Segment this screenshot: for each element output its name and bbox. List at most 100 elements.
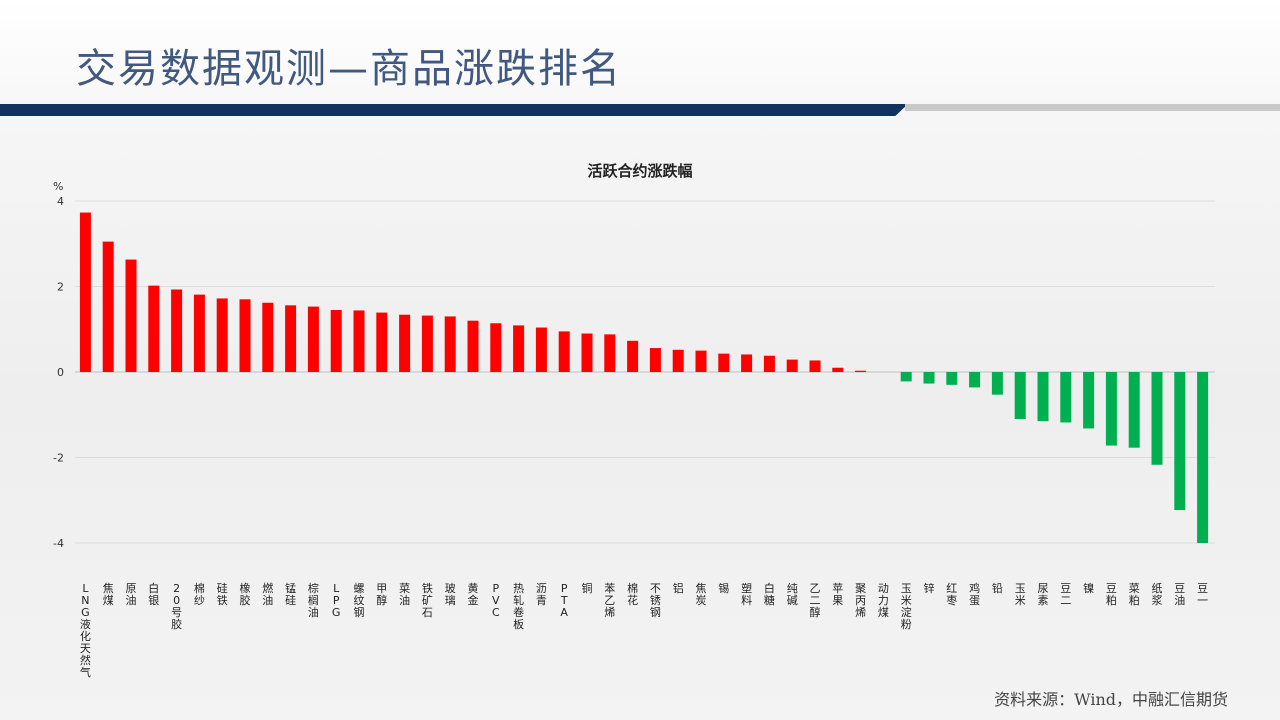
- bar: [102, 241, 114, 372]
- x-tick-label: 锰硅: [285, 581, 296, 607]
- x-tick-label: L N G 液化天然气: [80, 582, 91, 679]
- bar: [695, 350, 707, 372]
- bar: [1174, 372, 1186, 511]
- title-underline-stripe: [0, 104, 908, 116]
- y-axis-unit: %: [53, 180, 64, 193]
- x-tick-label: 热轧卷板: [513, 582, 524, 631]
- bar: [558, 331, 570, 372]
- bar: [809, 360, 821, 372]
- y-tick-label: -2: [53, 452, 64, 465]
- bar: [307, 306, 319, 372]
- bar: [718, 353, 730, 372]
- x-tick-label: 尿素: [1038, 582, 1049, 607]
- bar: [672, 349, 684, 372]
- bar: [444, 316, 456, 372]
- bar: [832, 367, 844, 372]
- x-tick-label: 豆一: [1197, 582, 1208, 607]
- x-tick-label: 玉米: [1015, 582, 1026, 607]
- bar: [900, 372, 912, 382]
- bar: [649, 348, 661, 372]
- bar: [1037, 372, 1049, 422]
- bar: [946, 372, 958, 385]
- bar: [171, 289, 183, 372]
- bar: [763, 355, 775, 372]
- x-tick-label: 棕榈油: [308, 581, 319, 619]
- bar: [1128, 372, 1140, 448]
- bar: [627, 340, 639, 372]
- bar: [1060, 372, 1072, 423]
- x-tick-label: 纸浆: [1152, 582, 1163, 607]
- x-tick-label: 白糖: [764, 581, 775, 607]
- bar: [1083, 372, 1095, 429]
- x-tick-label: 鸡蛋: [969, 581, 980, 607]
- bar: [535, 327, 547, 372]
- title-bar: [0, 0, 1280, 118]
- bar: [969, 372, 981, 388]
- y-tick-label: -4: [53, 537, 64, 550]
- x-tick-label: 硅铁: [217, 582, 228, 607]
- bar: [193, 294, 205, 372]
- x-tick-label: 菜油: [399, 582, 410, 607]
- x-tick-label: 豆二: [1060, 582, 1071, 607]
- bar: [581, 333, 593, 372]
- x-tick-label: 棉花: [627, 581, 638, 607]
- y-tick-label: 4: [57, 195, 64, 208]
- x-tick-label: 铝: [673, 581, 684, 595]
- x-tick-label: 甲醇: [376, 582, 387, 607]
- y-tick-label: 2: [57, 281, 64, 294]
- x-tick-label: 原油: [126, 582, 137, 607]
- x-tick-label: 红枣: [946, 582, 957, 607]
- x-tick-label: 2 0 号胶: [171, 582, 182, 631]
- x-tick-label: 玉米淀粉: [901, 582, 912, 631]
- title-gray-stripe: [905, 104, 1280, 111]
- source-note: 资料来源：Wind，中融汇信期货: [994, 690, 1228, 709]
- x-tick-label: 螺纹钢: [354, 582, 365, 619]
- bar: [1151, 372, 1163, 465]
- bar: [376, 312, 388, 372]
- bar: [991, 372, 1003, 395]
- x-tick-label: 焦煤: [103, 582, 114, 607]
- bar: [604, 334, 616, 372]
- bar: [353, 310, 365, 372]
- y-tick-label: 0: [57, 366, 64, 379]
- bar: [1105, 372, 1117, 446]
- bar: [1014, 372, 1026, 420]
- x-tick-label: 黄金: [468, 581, 479, 607]
- x-tick-label: 豆粕: [1106, 582, 1117, 607]
- x-tick-label: 乙二醇: [810, 582, 821, 619]
- bar: [490, 323, 502, 372]
- x-tick-label: 豆油: [1174, 582, 1185, 607]
- x-tick-label: 菜粕: [1129, 582, 1140, 607]
- bar: [239, 299, 251, 372]
- bar: [741, 354, 753, 372]
- bar: [285, 305, 297, 372]
- x-tick-label: 镍: [1083, 581, 1094, 595]
- x-tick-label: 塑料: [741, 581, 752, 607]
- x-tick-label: 纯碱: [787, 582, 798, 607]
- x-tick-label: 铁矿石: [422, 582, 433, 619]
- x-tick-label: 橡胶: [240, 582, 251, 607]
- x-tick-label: 沥青: [536, 582, 547, 607]
- x-tick-label: 铅: [992, 581, 1003, 595]
- bar: [79, 212, 91, 372]
- bar: [148, 285, 160, 372]
- x-tick-label: 棉纱: [194, 581, 205, 607]
- bar: [1197, 372, 1209, 543]
- x-tick-label: 锡: [718, 581, 729, 595]
- x-tick-label: 锌: [924, 581, 935, 595]
- bar: [330, 310, 342, 372]
- page-title: 交易数据观测—商品涨跌排名: [76, 46, 622, 92]
- bar: [421, 315, 433, 372]
- bar: [216, 298, 228, 372]
- bar: [399, 314, 411, 372]
- bar: [467, 320, 479, 372]
- x-tick-label: 动力煤: [878, 582, 889, 619]
- x-tick-label: 燃油: [262, 581, 273, 607]
- x-tick-label: 苯乙烯: [604, 581, 615, 619]
- x-tick-label: 焦炭: [696, 582, 707, 607]
